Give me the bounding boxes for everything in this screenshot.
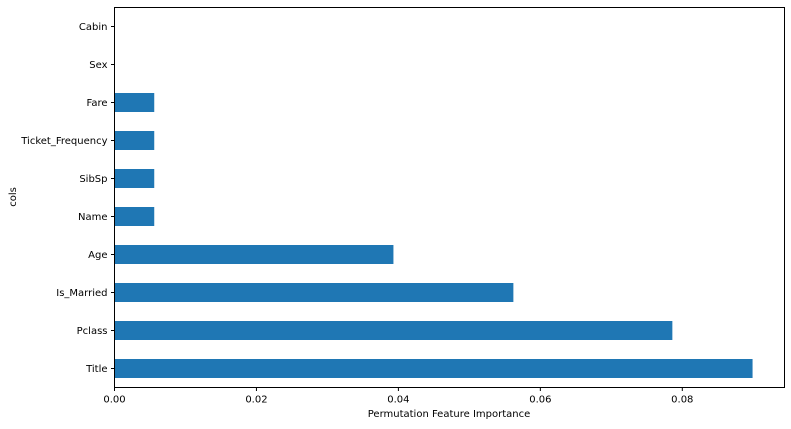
bar-name bbox=[114, 207, 155, 226]
y-tick-label: Pclass bbox=[77, 326, 108, 337]
y-tick-label: Age bbox=[88, 250, 107, 261]
y-tick-label: Sex bbox=[89, 60, 107, 71]
bar-sibsp bbox=[114, 169, 155, 188]
plot-frame bbox=[114, 7, 785, 388]
y-tick-label: Fare bbox=[86, 98, 107, 109]
y-tick-label: Name bbox=[78, 212, 108, 223]
x-tick-label: 0.06 bbox=[529, 395, 551, 406]
bar-title bbox=[114, 359, 753, 378]
y-tick-label: Ticket_Frequency bbox=[20, 136, 107, 147]
x-tick-label: 0.04 bbox=[387, 395, 409, 406]
x-tick-label: 0.08 bbox=[671, 395, 693, 406]
bar-ticket-frequency bbox=[114, 131, 155, 150]
x-tick-label: 0.00 bbox=[103, 395, 125, 406]
y-tick-label: Is_Married bbox=[56, 288, 107, 299]
x-axis-label: Permutation Feature Importance bbox=[368, 409, 531, 420]
y-tick-label: Title bbox=[85, 364, 107, 375]
x-tick-label: 0.02 bbox=[245, 395, 267, 406]
bars-layer bbox=[114, 93, 753, 378]
y-axis-label: cols bbox=[8, 187, 19, 207]
y-tick-label: SibSp bbox=[79, 174, 107, 185]
y-axis-ticks: Title Pclass Is_Married Age Name SibSp Ticket_… bbox=[20, 22, 115, 375]
bar-pclass bbox=[114, 321, 673, 340]
y-tick-label: Cabin bbox=[79, 22, 108, 33]
bar-is-married bbox=[114, 283, 514, 302]
x-axis-ticks: 0.00 0.02 0.04 0.06 0.08 bbox=[103, 387, 693, 406]
bar-fare bbox=[114, 93, 155, 112]
bar-age bbox=[114, 245, 394, 264]
